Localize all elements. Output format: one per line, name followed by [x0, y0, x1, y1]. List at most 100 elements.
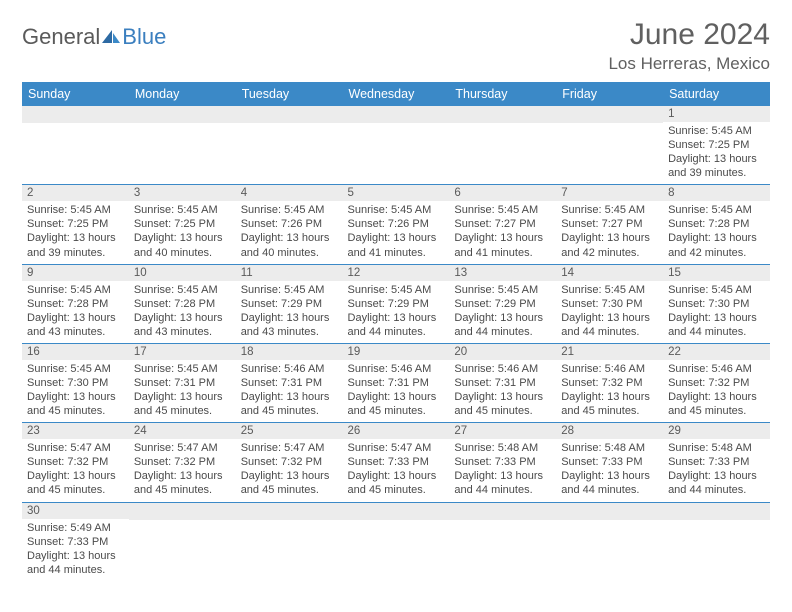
calendar-cell: [663, 502, 770, 581]
day-number: 21: [556, 344, 663, 360]
weekday-header: Saturday: [663, 82, 770, 106]
calendar-cell: 7Sunrise: 5:45 AMSunset: 7:27 PMDaylight…: [556, 185, 663, 264]
calendar-cell: 9Sunrise: 5:45 AMSunset: 7:28 PMDaylight…: [22, 264, 129, 343]
day-body: [556, 123, 663, 129]
day-body: Sunrise: 5:45 AMSunset: 7:25 PMDaylight:…: [129, 201, 236, 263]
day-body: Sunrise: 5:45 AMSunset: 7:29 PMDaylight:…: [236, 281, 343, 343]
logo-text-blue: Blue: [122, 24, 166, 50]
day-number: 26: [343, 423, 450, 439]
day-body: Sunrise: 5:47 AMSunset: 7:33 PMDaylight:…: [343, 439, 450, 501]
calendar-table: SundayMondayTuesdayWednesdayThursdayFrid…: [22, 82, 770, 581]
day-number: 6: [449, 185, 556, 201]
weekday-header-row: SundayMondayTuesdayWednesdayThursdayFrid…: [22, 82, 770, 106]
day-body: Sunrise: 5:45 AMSunset: 7:28 PMDaylight:…: [663, 201, 770, 263]
calendar-cell: 11Sunrise: 5:45 AMSunset: 7:29 PMDayligh…: [236, 264, 343, 343]
day-body: Sunrise: 5:46 AMSunset: 7:32 PMDaylight:…: [556, 360, 663, 422]
calendar-cell: [236, 502, 343, 581]
day-number: 7: [556, 185, 663, 201]
calendar-cell: 23Sunrise: 5:47 AMSunset: 7:32 PMDayligh…: [22, 423, 129, 502]
day-number: [556, 106, 663, 123]
day-body: Sunrise: 5:45 AMSunset: 7:28 PMDaylight:…: [129, 281, 236, 343]
day-body: [343, 123, 450, 129]
weekday-header: Monday: [129, 82, 236, 106]
day-number: [556, 503, 663, 520]
day-body: [22, 123, 129, 129]
day-number: 18: [236, 344, 343, 360]
day-body: Sunrise: 5:45 AMSunset: 7:25 PMDaylight:…: [663, 122, 770, 184]
day-number: [129, 106, 236, 123]
day-number: 14: [556, 265, 663, 281]
day-body: Sunrise: 5:47 AMSunset: 7:32 PMDaylight:…: [129, 439, 236, 501]
day-number: 15: [663, 265, 770, 281]
calendar-row: 1Sunrise: 5:45 AMSunset: 7:25 PMDaylight…: [22, 106, 770, 185]
day-body: Sunrise: 5:48 AMSunset: 7:33 PMDaylight:…: [663, 439, 770, 501]
day-number: 29: [663, 423, 770, 439]
day-number: 16: [22, 344, 129, 360]
location-text: Los Herreras, Mexico: [608, 54, 770, 74]
day-body: Sunrise: 5:48 AMSunset: 7:33 PMDaylight:…: [449, 439, 556, 501]
calendar-cell: [556, 502, 663, 581]
calendar-cell: 5Sunrise: 5:45 AMSunset: 7:26 PMDaylight…: [343, 185, 450, 264]
calendar-cell: 15Sunrise: 5:45 AMSunset: 7:30 PMDayligh…: [663, 264, 770, 343]
calendar-cell: 3Sunrise: 5:45 AMSunset: 7:25 PMDaylight…: [129, 185, 236, 264]
calendar-cell: 18Sunrise: 5:46 AMSunset: 7:31 PMDayligh…: [236, 343, 343, 422]
calendar-cell: 12Sunrise: 5:45 AMSunset: 7:29 PMDayligh…: [343, 264, 450, 343]
calendar-cell: 17Sunrise: 5:45 AMSunset: 7:31 PMDayligh…: [129, 343, 236, 422]
day-body: [449, 520, 556, 526]
day-body: Sunrise: 5:45 AMSunset: 7:27 PMDaylight:…: [449, 201, 556, 263]
title-block: June 2024 Los Herreras, Mexico: [608, 18, 770, 74]
calendar-row: 2Sunrise: 5:45 AMSunset: 7:25 PMDaylight…: [22, 185, 770, 264]
day-number: 9: [22, 265, 129, 281]
day-number: 30: [22, 503, 129, 519]
day-body: Sunrise: 5:46 AMSunset: 7:32 PMDaylight:…: [663, 360, 770, 422]
day-number: 25: [236, 423, 343, 439]
month-title: June 2024: [608, 18, 770, 52]
calendar-cell: 16Sunrise: 5:45 AMSunset: 7:30 PMDayligh…: [22, 343, 129, 422]
day-number: 23: [22, 423, 129, 439]
day-number: 13: [449, 265, 556, 281]
calendar-cell: [343, 106, 450, 185]
calendar-cell: 10Sunrise: 5:45 AMSunset: 7:28 PMDayligh…: [129, 264, 236, 343]
day-number: 11: [236, 265, 343, 281]
day-number: [236, 106, 343, 123]
day-number: 10: [129, 265, 236, 281]
weekday-header: Sunday: [22, 82, 129, 106]
calendar-cell: 21Sunrise: 5:46 AMSunset: 7:32 PMDayligh…: [556, 343, 663, 422]
calendar-cell: 19Sunrise: 5:46 AMSunset: 7:31 PMDayligh…: [343, 343, 450, 422]
calendar-cell: 20Sunrise: 5:46 AMSunset: 7:31 PMDayligh…: [449, 343, 556, 422]
calendar-cell: 14Sunrise: 5:45 AMSunset: 7:30 PMDayligh…: [556, 264, 663, 343]
day-number: 1: [663, 106, 770, 122]
sail-icon: [102, 30, 120, 44]
weekday-header: Thursday: [449, 82, 556, 106]
day-body: Sunrise: 5:45 AMSunset: 7:29 PMDaylight:…: [343, 281, 450, 343]
day-number: 28: [556, 423, 663, 439]
day-body: Sunrise: 5:45 AMSunset: 7:25 PMDaylight:…: [22, 201, 129, 263]
day-body: [129, 123, 236, 129]
day-body: Sunrise: 5:45 AMSunset: 7:28 PMDaylight:…: [22, 281, 129, 343]
day-number: [343, 106, 450, 123]
day-number: [236, 503, 343, 520]
calendar-cell: 28Sunrise: 5:48 AMSunset: 7:33 PMDayligh…: [556, 423, 663, 502]
day-number: [449, 106, 556, 123]
day-body: Sunrise: 5:45 AMSunset: 7:27 PMDaylight:…: [556, 201, 663, 263]
day-number: 12: [343, 265, 450, 281]
day-number: 27: [449, 423, 556, 439]
weekday-header: Friday: [556, 82, 663, 106]
day-number: 17: [129, 344, 236, 360]
calendar-cell: 13Sunrise: 5:45 AMSunset: 7:29 PMDayligh…: [449, 264, 556, 343]
calendar-cell: 1Sunrise: 5:45 AMSunset: 7:25 PMDaylight…: [663, 106, 770, 185]
logo-text-general: General: [22, 24, 100, 50]
day-body: Sunrise: 5:45 AMSunset: 7:26 PMDaylight:…: [236, 201, 343, 263]
day-body: [343, 520, 450, 526]
day-body: Sunrise: 5:45 AMSunset: 7:30 PMDaylight:…: [22, 360, 129, 422]
calendar-cell: [449, 106, 556, 185]
day-body: Sunrise: 5:46 AMSunset: 7:31 PMDaylight:…: [449, 360, 556, 422]
day-body: Sunrise: 5:45 AMSunset: 7:29 PMDaylight:…: [449, 281, 556, 343]
day-number: 2: [22, 185, 129, 201]
day-number: [663, 503, 770, 520]
day-body: Sunrise: 5:46 AMSunset: 7:31 PMDaylight:…: [343, 360, 450, 422]
day-number: 3: [129, 185, 236, 201]
day-number: 20: [449, 344, 556, 360]
day-body: Sunrise: 5:45 AMSunset: 7:31 PMDaylight:…: [129, 360, 236, 422]
calendar-cell: [129, 502, 236, 581]
